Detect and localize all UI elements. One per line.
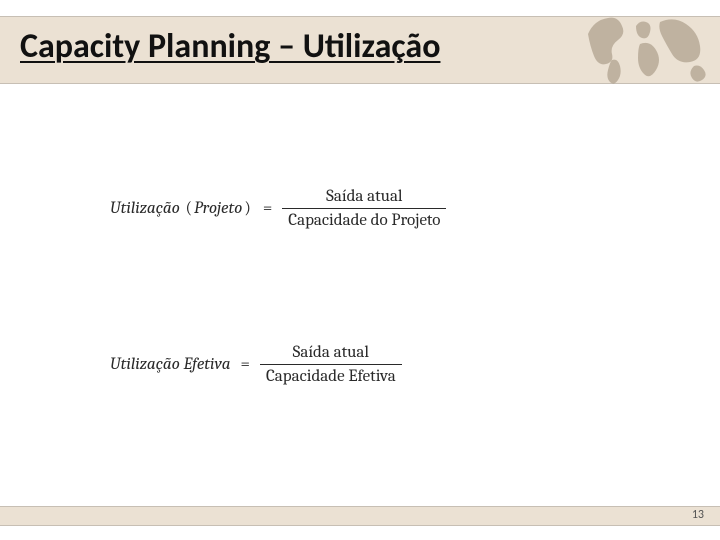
formula-area: Utilização (Projeto) = Saída atual Capac…	[0, 140, 720, 480]
formula-lhs: Utilização (Projeto)	[110, 199, 253, 218]
fraction-bar	[282, 208, 446, 209]
footer-band	[0, 506, 720, 526]
denominator: Capacidade do Projeto	[282, 210, 446, 231]
numerator: Saída atual	[287, 342, 375, 363]
formula-lhs: Utilização Efetiva	[110, 355, 231, 374]
lhs-paren-inner: Projeto	[194, 199, 242, 218]
slide: Capacity Planning – Utilização Utilizaçã…	[0, 0, 720, 540]
formula-utilizacao-projeto: Utilização (Projeto) = Saída atual Capac…	[110, 186, 660, 232]
lhs-open-paren: (	[186, 199, 193, 218]
equals-sign: =	[263, 199, 272, 218]
numerator: Saída atual	[320, 186, 408, 207]
fraction-bar	[260, 364, 402, 365]
slide-title: Capacity Planning – Utilização	[20, 26, 440, 67]
lhs-close-paren: )	[244, 199, 251, 218]
lhs-text: Utilização Efetiva	[110, 355, 231, 374]
formula-utilizacao-efetiva: Utilização Efetiva = Saída atual Capacid…	[110, 342, 660, 388]
lhs-text: Utilização	[110, 199, 184, 218]
fraction: Saída atual Capacidade Efetiva	[260, 342, 402, 388]
equals-sign: =	[241, 355, 250, 374]
page-number: 13	[692, 508, 704, 522]
fraction: Saída atual Capacidade do Projeto	[282, 186, 446, 232]
denominator: Capacidade Efetiva	[260, 366, 402, 387]
